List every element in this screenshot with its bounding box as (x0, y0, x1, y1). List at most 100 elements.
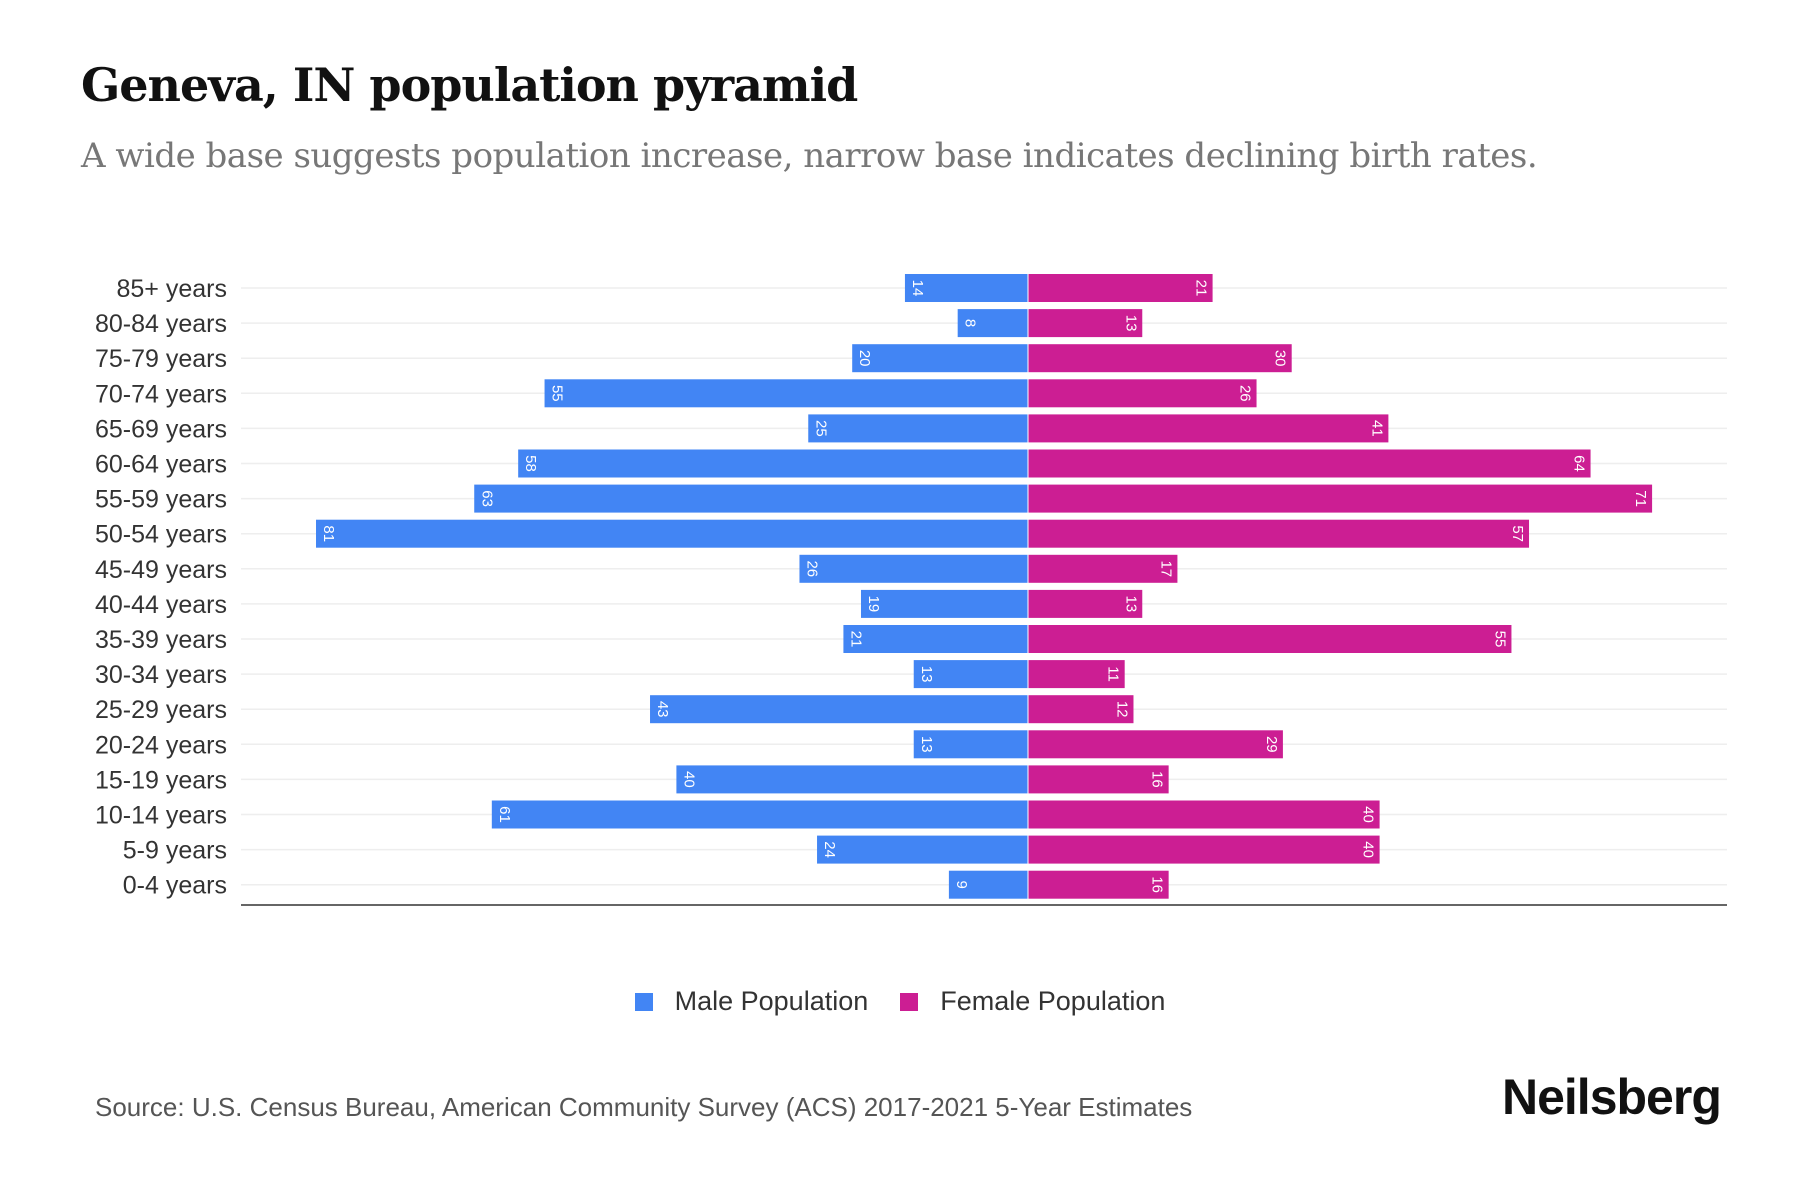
female-value-label: 64 (1571, 455, 1588, 472)
male-bar (948, 870, 1028, 899)
female-value-label: 16 (1149, 771, 1166, 788)
male-value-label: 21 (847, 631, 864, 648)
male-value-label: 9 (953, 881, 970, 889)
chart-title: Geneva, IN population pyramid (81, 58, 858, 112)
male-value-label: 14 (909, 280, 926, 297)
female-bar (1028, 625, 1512, 653)
male-value-label: 58 (522, 455, 539, 472)
female-value-label: 40 (1360, 806, 1377, 823)
age-group-label: 40-44 years (95, 591, 227, 619)
age-group-label: 85+ years (117, 275, 228, 303)
male-bar (957, 309, 1028, 338)
female-bar (1028, 660, 1125, 689)
male-value-label: 61 (496, 806, 513, 823)
male-bar (676, 765, 1028, 794)
female-bar (1028, 589, 1143, 618)
female-bar (1028, 554, 1178, 583)
male-bar (544, 379, 1028, 408)
male-bar (904, 274, 1028, 302)
age-group-label: 10-14 years (95, 802, 227, 830)
female-value-label: 40 (1360, 841, 1377, 858)
female-bar (1028, 484, 1653, 513)
female-value-label: 55 (1491, 631, 1508, 648)
male-bar (799, 554, 1028, 583)
age-group-label: 80-84 years (95, 310, 227, 338)
legend-swatch-male (634, 992, 653, 1011)
male-value-label: 43 (654, 701, 671, 718)
male-bar (491, 800, 1028, 829)
male-value-label: 20 (856, 350, 873, 367)
age-group-label: 5-9 years (123, 837, 227, 865)
male-bar (913, 730, 1028, 759)
age-group-label: 35-39 years (95, 626, 227, 654)
male-value-label: 63 (478, 490, 495, 507)
male-value-label: 40 (680, 771, 697, 788)
age-group-label: 15-19 years (95, 766, 227, 794)
male-value-label: 25 (812, 420, 829, 437)
male-value-label: 81 (320, 525, 337, 542)
age-group-label: 30-34 years (95, 661, 227, 689)
female-value-label: 17 (1157, 560, 1174, 577)
male-value-label: 8 (962, 319, 979, 327)
male-value-label: 24 (821, 841, 838, 858)
male-bar (808, 414, 1028, 443)
male-bar (860, 589, 1028, 618)
legend-label-male: Male Population (674, 986, 869, 1016)
female-bar (1028, 695, 1134, 724)
female-bar (1028, 274, 1213, 302)
female-bar (1028, 344, 1292, 373)
female-bar (1028, 309, 1143, 338)
female-value-label: 11 (1105, 666, 1122, 682)
female-bar (1028, 449, 1591, 478)
chart-subtitle: A wide base suggests population increase… (81, 136, 1538, 176)
legend-item-female[interactable]: Female Population (900, 986, 1165, 1017)
female-bar (1028, 730, 1283, 759)
male-value-label: 26 (803, 560, 820, 577)
age-group-label: 0-4 years (123, 872, 227, 900)
neilsberg-logo: Neilsberg (1502, 1069, 1722, 1125)
female-value-label: 41 (1368, 420, 1385, 437)
female-value-label: 12 (1114, 701, 1131, 718)
age-group-label: 25-29 years (95, 696, 227, 724)
female-bar (1028, 800, 1380, 829)
male-bar (817, 835, 1028, 864)
age-group-label: 75-79 years (95, 345, 227, 373)
legend-label-female: Female Population (940, 986, 1166, 1016)
male-bar (316, 519, 1028, 548)
male-bar (518, 449, 1028, 478)
legend-item-male[interactable]: Male Population (634, 986, 869, 1017)
female-value-label: 29 (1263, 736, 1280, 753)
female-value-label: 71 (1632, 490, 1649, 507)
age-group-label: 50-54 years (95, 521, 227, 549)
male-value-label: 55 (549, 385, 566, 402)
age-group-label: 45-49 years (95, 556, 227, 584)
male-bar (474, 484, 1029, 513)
age-group-label: 60-64 years (95, 451, 227, 479)
male-bar (650, 695, 1028, 724)
female-bar (1028, 835, 1380, 864)
source-note: Source: U.S. Census Bureau, American Com… (95, 1092, 1193, 1122)
female-value-label: 30 (1272, 350, 1289, 367)
female-value-label: 13 (1122, 596, 1139, 613)
male-bar (913, 660, 1028, 689)
legend: Male Population Female Population (0, 986, 1800, 1017)
male-bar (852, 344, 1028, 373)
male-value-label: 13 (918, 736, 935, 753)
female-bar (1028, 379, 1257, 408)
female-value-label: 21 (1193, 280, 1210, 297)
male-value-label: 19 (865, 596, 882, 613)
legend-swatch-female (900, 992, 919, 1011)
female-value-label: 57 (1509, 525, 1526, 542)
female-bar (1028, 519, 1530, 548)
age-group-label: 70-74 years (95, 380, 227, 408)
female-bar (1028, 870, 1169, 899)
female-bar (1028, 765, 1169, 794)
male-value-label: 13 (918, 666, 935, 683)
age-group-label: 55-59 years (95, 486, 227, 514)
age-group-label: 65-69 years (95, 415, 227, 443)
male-bar (843, 625, 1028, 653)
female-bar (1028, 414, 1389, 443)
female-value-label: 16 (1149, 876, 1166, 893)
female-value-label: 26 (1237, 385, 1254, 402)
